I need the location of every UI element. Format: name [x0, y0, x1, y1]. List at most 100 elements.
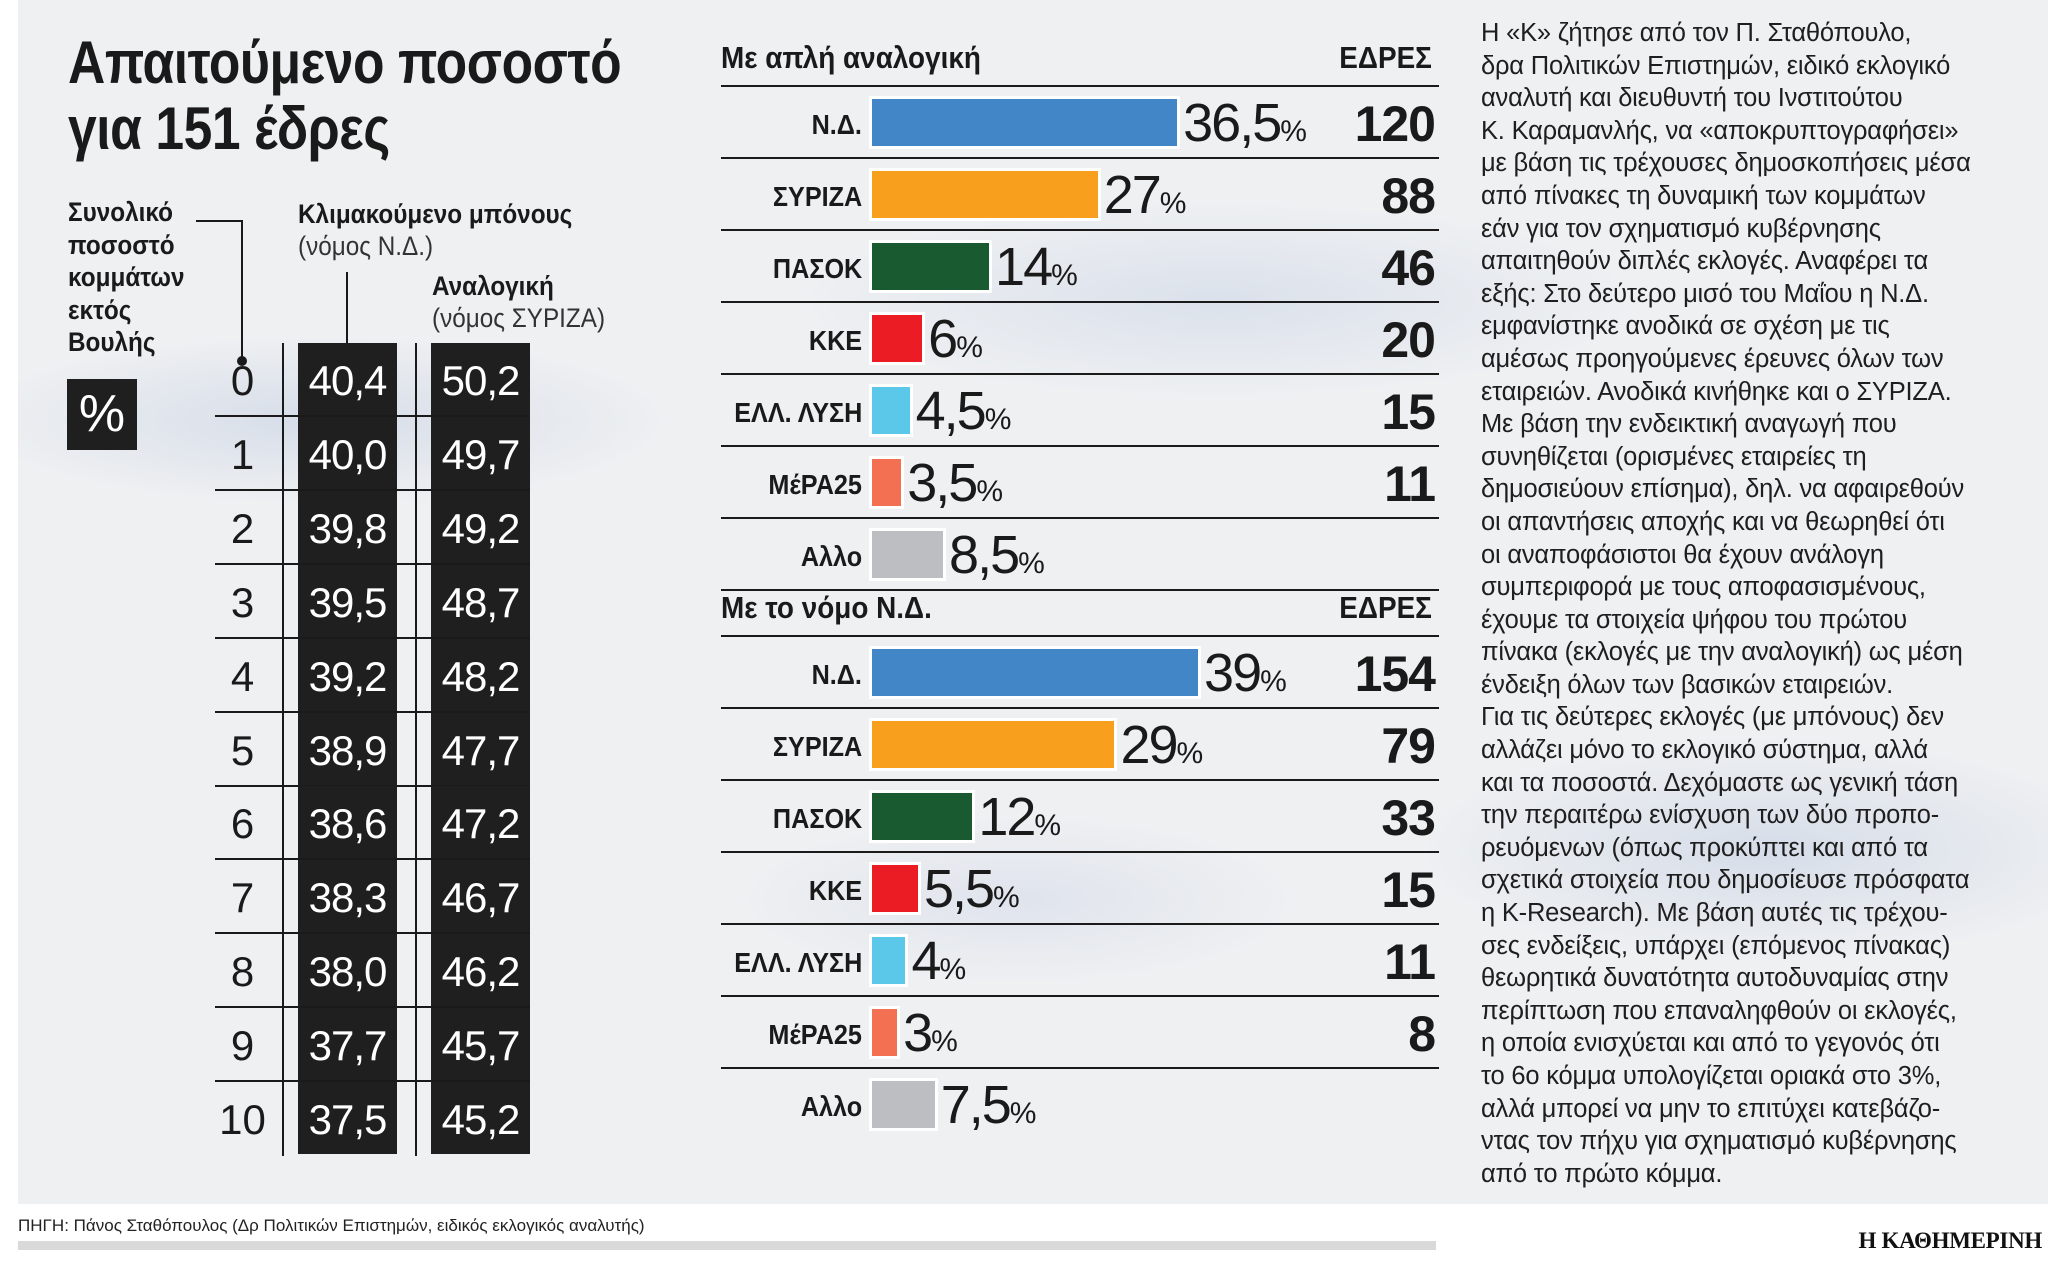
bonus-value: 39,2 — [298, 638, 397, 711]
table-row: 9 37,7 45,7 — [215, 1008, 530, 1083]
seats-value: 15 — [1381, 384, 1436, 440]
article-line: θεωρητικά δυνατότητα αυτοδυναμίας στην — [1481, 964, 1949, 993]
row-divider — [721, 373, 1439, 375]
bar — [872, 649, 1199, 696]
bar — [872, 99, 1178, 146]
article-line: εξής: Στο δεύτερο μισό του Μαΐου η Ν.Δ. — [1481, 279, 1929, 308]
bar-row: ΚΚΕ 5,5% 15 — [721, 853, 1439, 925]
bar-row: ΜέΡΑ25 3,5% 11 — [721, 447, 1439, 519]
seats-value: 20 — [1381, 312, 1436, 368]
proportional-value: 47,2 — [431, 786, 530, 859]
page-title: Απαιτούμενο ποσοστό για 151 έδρες — [68, 29, 622, 162]
column-divider — [415, 343, 417, 1156]
proportional-value: 46,7 — [431, 860, 530, 933]
value-label: 7,5% — [941, 1073, 1037, 1146]
party-label: ΜέΡΑ25 — [768, 1019, 862, 1050]
label-line: ποσοστό — [68, 229, 175, 260]
bar — [872, 171, 1098, 218]
row-index: 3 — [230, 578, 255, 626]
label-line: κομμάτων — [68, 262, 185, 293]
table-row: 8 38,0 46,2 — [215, 934, 530, 1009]
unit-badge: % — [67, 379, 137, 450]
row-divider — [721, 707, 1439, 709]
article-line: από το πρώτο κόμμα. — [1481, 1159, 1723, 1188]
bar-row: ΕΛΛ. ΛΥΣΗ 4,5% 15 — [721, 375, 1439, 447]
bonus-value: 38,3 — [298, 860, 397, 933]
row-divider — [721, 517, 1439, 519]
party-label: Αλλο — [800, 1091, 862, 1122]
bonus-value: 37,5 — [298, 1082, 397, 1154]
article-line: ρευόμενων (όπως προκύπτει και από τα — [1481, 833, 1928, 862]
percent-sign: % — [1159, 187, 1187, 220]
connector-line — [196, 220, 242, 222]
bar-row: Αλλο 7,5% — [721, 1069, 1439, 1141]
table-row: 1 40,0 49,7 — [215, 416, 530, 491]
proportional-value: 46,2 — [431, 934, 530, 1007]
value-label: 3,5% — [907, 451, 1003, 524]
percent-sign: % — [939, 953, 967, 986]
value-number: 12 — [978, 787, 1036, 847]
connector-dot — [237, 356, 247, 366]
bonus-value: 38,6 — [298, 786, 397, 859]
article-line: η K-Research). Με βάση αυτές τις τρέχου- — [1481, 899, 1948, 928]
row-divider — [215, 562, 530, 565]
value-label: 5,5% — [924, 857, 1020, 930]
value-label: 36,5% — [1183, 91, 1307, 164]
article-line: και τα ποσοστά. Δεχόμαστε ως γενική τάση — [1481, 768, 1958, 797]
row-divider — [721, 1067, 1439, 1069]
bar — [872, 243, 990, 290]
article-line: ντας τον πήχυ για σχηματισμό κυβέρνησης — [1481, 1127, 1957, 1156]
title-line-1: Απαιτούμενο ποσοστό — [68, 29, 622, 96]
article-line: αναλυτή και διευθυντή του Ινστιτούτου — [1481, 84, 1903, 113]
footer-bar — [18, 1241, 1436, 1250]
bonus-value: 40,0 — [298, 416, 397, 489]
article-line: Για τις δεύτερες εκλογές (με μπόνους) δε… — [1481, 703, 1944, 732]
bar-row: ΠΑΣΟΚ 14% 46 — [721, 231, 1439, 303]
table-row: 7 38,3 46,7 — [215, 860, 530, 935]
row-index: 6 — [230, 800, 255, 848]
column-divider — [282, 343, 284, 1156]
row-index: 8 — [230, 948, 255, 996]
seats-value: 46 — [1381, 240, 1436, 296]
party-label: ΕΛΛ. ΛΥΣΗ — [733, 397, 862, 428]
row-divider — [721, 229, 1439, 231]
percent-sign: % — [976, 475, 1004, 508]
label-line: Συνολικό — [68, 197, 173, 227]
percent-sign: % — [956, 331, 983, 364]
percent-sign: % — [1260, 665, 1287, 698]
chart-title: Με απλή αναλογική — [721, 40, 981, 75]
article-line: σες ενδείξεις, υπάρχει (επόμενος πίνακας… — [1481, 931, 1951, 960]
proportional-value: 50,2 — [431, 343, 530, 415]
value-label: 39% — [1204, 641, 1287, 714]
percent-sign: % — [1051, 259, 1078, 292]
connector-line — [346, 272, 348, 352]
value-label: 8,5% — [949, 523, 1045, 596]
bonus-value: 37,7 — [298, 1008, 397, 1081]
row-divider — [215, 488, 530, 491]
row-index: 1 — [230, 430, 255, 478]
bar-row: ΜέΡΑ25 3% 8 — [721, 997, 1439, 1069]
value-label: 4,5% — [916, 379, 1012, 452]
value-label: 29% — [1120, 713, 1203, 786]
article-line: απαιτηθούν διπλές εκλογές. Αναφέρει τα — [1481, 247, 1928, 276]
bar-row: ΚΚΕ 6% 20 — [721, 303, 1439, 375]
row-index: 2 — [230, 504, 255, 552]
article-line: οι αναποφάσιστοι θα έχουν ανάλογη — [1481, 540, 1884, 569]
bonus-value: 40,4 — [298, 343, 397, 415]
row-divider — [215, 784, 530, 787]
value-number: 3 — [903, 1003, 933, 1063]
title-line-2: για 151 έδρες — [68, 95, 390, 162]
article-line: την περαιτέρω ενίσχυση των δύο προπο- — [1481, 801, 1940, 830]
col-bonus-title: Κλιμακούμενο μπόνους — [298, 199, 573, 229]
article-line: δημοσιεύουν επίσημα), δηλ. να αφαιρεθούν — [1481, 475, 1965, 504]
bar — [872, 531, 944, 578]
row-divider — [215, 636, 530, 639]
seats-value: 88 — [1381, 168, 1436, 224]
row-divider — [721, 851, 1439, 853]
publisher-logo: Η ΚΑΘΗΜΕΡΙΝΗ — [1858, 1228, 2042, 1253]
article-line: δρα Πολιτικών Επιστημών, ειδικό εκλογικό — [1481, 51, 1951, 80]
seats-header: ΕΔΡΕΣ — [1339, 590, 1432, 625]
party-label: ΜέΡΑ25 — [768, 469, 862, 500]
bonus-value: 38,9 — [298, 712, 397, 785]
seats-value: 154 — [1354, 646, 1436, 702]
